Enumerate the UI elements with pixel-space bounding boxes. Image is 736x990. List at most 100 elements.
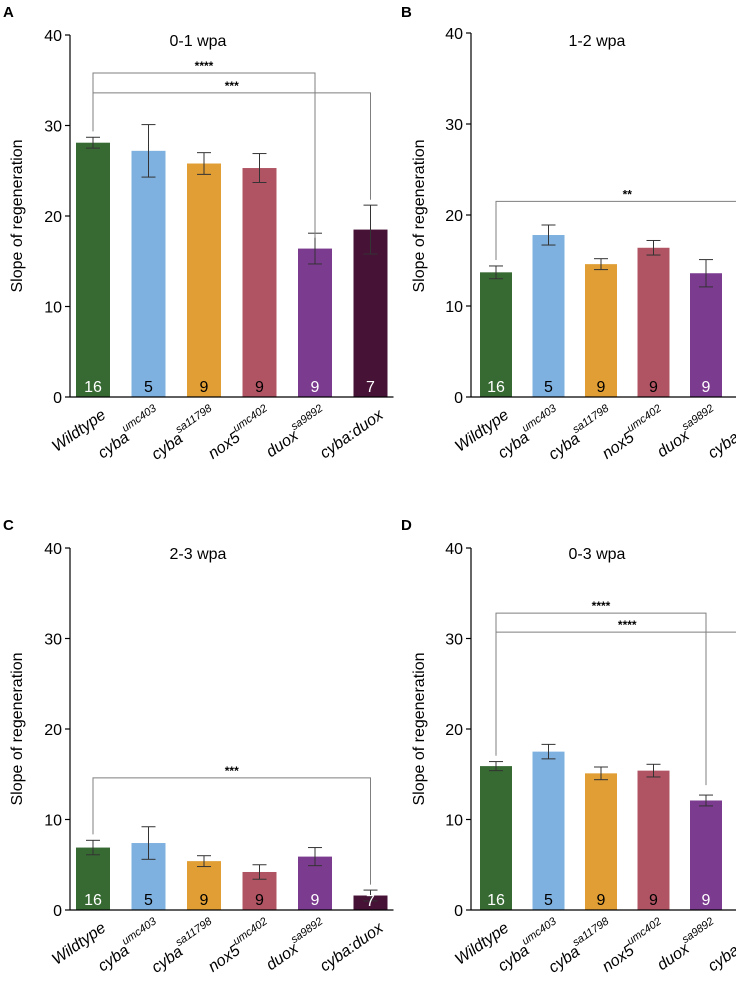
chart-panel-a: A 0-1 wpa Slope of regeneration 0 10 20 30 40 16… (3, 4, 394, 464)
bar (353, 895, 388, 910)
bar-count-label: 9 (702, 892, 711, 909)
y-tick-label: 20 (44, 722, 62, 739)
bar-count-label: 9 (255, 892, 264, 909)
bar (187, 163, 221, 397)
bar-count-label: 7 (366, 893, 375, 910)
category-allele: sa9892 (680, 403, 716, 434)
bar (532, 235, 565, 397)
significance-bracket (495, 612, 707, 786)
bar-count-label: 5 (544, 892, 553, 909)
bar-count-label: 5 (144, 379, 153, 396)
y-tick-label: 20 (44, 209, 62, 226)
y-tick-label: 0 (53, 903, 62, 920)
bar-count-label: 16 (84, 379, 102, 396)
bar (637, 770, 670, 910)
y-tick-label: 30 (445, 117, 463, 134)
y-tick-label: 30 (44, 632, 62, 649)
y-tick-label: 0 (454, 390, 463, 407)
bar-count-label: 5 (144, 892, 153, 909)
panel-letter: A (3, 4, 14, 21)
category-allele: umc403 (520, 915, 560, 948)
x-category-label: cyba:duox (317, 406, 387, 462)
significance-bracket (495, 200, 736, 260)
bar (480, 766, 512, 910)
y-tick-label: 30 (445, 632, 463, 649)
bar (187, 861, 221, 910)
chart-panel-b: B 1-2 wpa Slope of regeneration 0 10 20 30 40 16… (401, 4, 736, 464)
category-allele: sa11798 (571, 402, 613, 436)
bar-count-label: 5 (544, 379, 553, 396)
bar (690, 800, 722, 910)
significance-label: **** (592, 599, 611, 613)
bar-count-label: 9 (311, 379, 320, 396)
category-allele: sa9892 (289, 916, 325, 947)
category-allele: sa11798 (174, 915, 216, 949)
panel-letter: C (3, 517, 14, 534)
bar-count-label: 7 (366, 379, 375, 396)
significance-label: **** (618, 618, 637, 632)
bar-count-label: 16 (84, 892, 102, 909)
y-tick-label: 40 (445, 541, 463, 558)
category-allele: umc402 (231, 403, 270, 435)
category-allele: sa11798 (174, 402, 216, 436)
bar (585, 264, 617, 397)
bar (690, 273, 722, 397)
category-allele: umc403 (120, 402, 160, 435)
y-tick-label: 10 (445, 299, 463, 316)
bar (76, 847, 110, 910)
bar (637, 247, 670, 397)
bar (242, 168, 277, 397)
y-tick-label: 0 (454, 903, 463, 920)
significance-label: *** (225, 79, 239, 93)
category-allele: umc402 (231, 916, 270, 948)
bar (298, 248, 332, 397)
bar (585, 773, 617, 910)
category-allele: sa9892 (289, 403, 325, 434)
y-tick-label: 40 (44, 28, 62, 45)
chart-title: 1-2 wpa (569, 33, 626, 50)
bar-count-label: 9 (200, 379, 209, 396)
y-tick-label: 40 (445, 26, 463, 43)
bar (131, 150, 166, 397)
significance-bracket (92, 92, 371, 200)
chart-panel-d: D 0-3 wpa Slope of regeneration 0 10 20 30 40 16… (401, 517, 736, 977)
category-allele: umc402 (625, 916, 664, 948)
chart-title: 0-3 wpa (569, 546, 626, 563)
category-name: cyba:duox (317, 919, 387, 975)
category-allele: umc402 (625, 403, 664, 435)
bar-count-label: 9 (255, 379, 264, 396)
y-axis-label: Slope of regeneration (9, 653, 26, 806)
panel-letter: B (401, 4, 412, 21)
bar (353, 229, 388, 397)
significance-label: *** (225, 764, 239, 778)
bar-count-label: 9 (597, 379, 606, 396)
bar-count-label: 16 (487, 892, 505, 909)
bar (532, 751, 565, 910)
bar-count-label: 9 (649, 379, 658, 396)
panel-letter: D (401, 517, 412, 534)
y-tick-label: 10 (44, 300, 62, 317)
bar (480, 272, 512, 397)
bar (76, 142, 110, 397)
chart-panel-c: C 2-3 wpa Slope of regeneration 0 10 20 30 40 16… (3, 517, 394, 977)
bar-count-label: 9 (702, 379, 711, 396)
significance-label: ** (623, 187, 633, 201)
significance-bracket (495, 631, 736, 756)
bar-count-label: 9 (311, 892, 320, 909)
y-axis-label: Slope of regeneration (9, 140, 26, 293)
x-category-label: cyba:duox (317, 919, 387, 975)
bar-count-label: 9 (649, 892, 658, 909)
y-tick-label: 20 (445, 208, 463, 225)
bar-count-label: 9 (597, 892, 606, 909)
y-tick-label: 20 (445, 722, 463, 739)
y-axis-label: Slope of regeneration (411, 653, 428, 806)
bar-count-label: 16 (487, 379, 505, 396)
category-allele: umc403 (520, 402, 560, 435)
significance-label: **** (195, 59, 214, 73)
y-axis-label: Slope of regeneration (411, 140, 428, 293)
category-allele: sa9892 (680, 916, 716, 947)
bar-count-label: 9 (200, 892, 209, 909)
y-tick-label: 40 (44, 541, 62, 558)
y-tick-label: 0 (53, 390, 62, 407)
